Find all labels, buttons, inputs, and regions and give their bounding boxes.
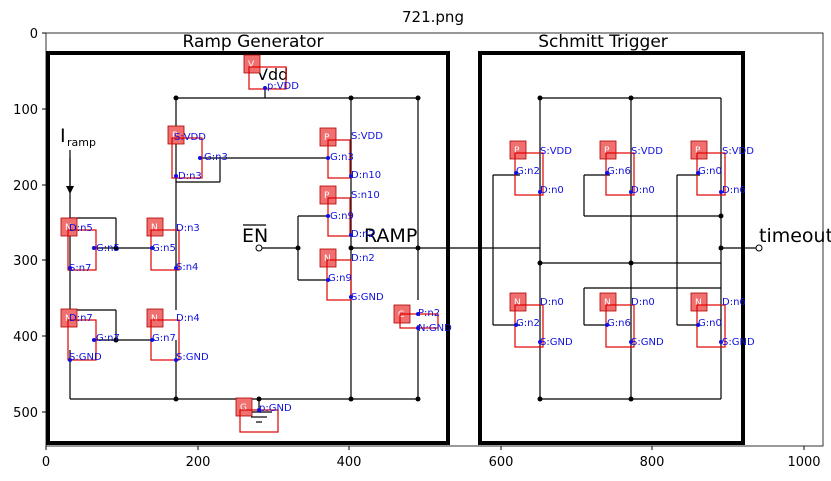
pin-label: D:n2 xyxy=(351,229,375,240)
x-axis: 0 200 400 600 800 1000 xyxy=(42,446,821,470)
component-tag: P xyxy=(172,131,178,141)
component-tag: N xyxy=(324,254,331,264)
pin-label: S:VDD xyxy=(631,146,663,157)
y-axis: 0 100 200 300 400 500 xyxy=(13,27,46,421)
pin-label: S:GND xyxy=(69,352,102,363)
timeout-terminal xyxy=(755,244,763,252)
pin-label: S:n10 xyxy=(351,190,380,201)
pin-label: S:GND xyxy=(176,352,209,363)
component-tag: N xyxy=(151,314,158,324)
pin-label: G:n5 xyxy=(96,243,120,254)
component-tag: C xyxy=(398,310,404,320)
component-tag: N xyxy=(151,223,158,233)
pin-label: D:n7 xyxy=(69,313,93,324)
pin-label: G:n0 xyxy=(698,318,722,329)
pin-label: D:n6 xyxy=(722,185,746,196)
ramp-label: RAMP xyxy=(364,225,417,247)
y-tick-label: 200 xyxy=(13,179,38,194)
pin-label: G:n5 xyxy=(152,243,176,254)
component-tag: N xyxy=(514,298,521,308)
pin-label: D:n3 xyxy=(178,171,202,182)
x-tick-label: 1000 xyxy=(787,455,820,470)
vdd-label: Vdd xyxy=(257,65,288,84)
pin-label: G:n0 xyxy=(698,166,722,177)
x-tick-label: 0 xyxy=(42,455,50,470)
pin-label: p:VDD xyxy=(267,81,299,92)
pin-label: D:n0 xyxy=(631,185,655,196)
pin-label: D:n10 xyxy=(351,170,381,181)
ramp-generator-title: Ramp Generator xyxy=(183,32,324,52)
pin-label: S:n4 xyxy=(176,262,198,273)
pin-label: D:n4 xyxy=(176,313,200,324)
pin-label: S:VDD xyxy=(722,146,754,157)
junction-dots xyxy=(113,95,724,402)
iramp-label: I xyxy=(60,125,66,147)
component-tag: N xyxy=(65,314,72,324)
component-tag: P xyxy=(324,133,330,143)
pin-label: D:n0 xyxy=(540,297,564,308)
pin-label: S:GND xyxy=(631,337,664,348)
component-tag: N xyxy=(604,298,611,308)
en-terminal xyxy=(255,244,263,252)
pin-label: S:GND xyxy=(540,337,573,348)
pin-label: D:n0 xyxy=(540,185,564,196)
pin-label: G:n3 xyxy=(330,152,354,163)
pin-label: P:n2 xyxy=(418,308,440,319)
figure-title: 721.png xyxy=(402,8,464,26)
pin-label: p:GND xyxy=(259,403,292,414)
component-tag: P xyxy=(324,191,330,201)
component-annotations: V p:VDD P S:VDD G:n3 D:n3 P S:VDD G:n3 D… xyxy=(60,54,755,433)
component-tag: N xyxy=(65,223,72,233)
component-tag: V xyxy=(248,60,255,70)
y-tick-label: 100 xyxy=(13,103,38,118)
iramp-subscript: ramp xyxy=(67,136,96,149)
pin-label: S:VDD xyxy=(174,132,206,143)
pin-label: G:n2 xyxy=(516,318,540,329)
schmitt-trigger-title: Schmitt Trigger xyxy=(538,32,668,52)
component-tag: P xyxy=(604,146,610,156)
pin-label: G:n3 xyxy=(204,152,228,163)
y-tick-label: 400 xyxy=(13,330,38,345)
x-tick-label: 800 xyxy=(640,455,665,470)
pin-label: G:n6 xyxy=(607,166,631,177)
x-tick-label: 200 xyxy=(186,455,211,470)
pin-label: D:n3 xyxy=(176,223,200,234)
x-tick-label: 400 xyxy=(337,455,362,470)
plot-frame xyxy=(45,32,824,447)
component-tag: P xyxy=(695,146,701,156)
pin-label: S:VDD xyxy=(540,146,572,157)
pin-label: S:VDD xyxy=(351,131,383,142)
pin-label: G:n7 xyxy=(152,333,176,344)
y-tick-label: 300 xyxy=(13,254,38,269)
pin-label: D:n0 xyxy=(631,297,655,308)
pin-label: S:GND xyxy=(722,337,755,348)
y-tick-label: 0 xyxy=(30,27,38,42)
pin-label: S:GND xyxy=(351,292,384,303)
pin-label: G:n6 xyxy=(607,318,631,329)
component-tag: N xyxy=(695,298,702,308)
en-label: EN xyxy=(242,225,268,247)
x-tick-label: 600 xyxy=(489,455,514,470)
pin-label: D:n5 xyxy=(69,223,93,234)
pin-label: S:n7 xyxy=(69,263,91,274)
pin-label: G:n2 xyxy=(516,166,540,177)
pin-label: D:n2 xyxy=(351,253,375,264)
pin-label: N:GND xyxy=(418,323,452,334)
component-tag: G xyxy=(240,403,247,413)
pin-label: G:n9 xyxy=(328,273,352,284)
timeout-label: timeout xyxy=(759,225,831,247)
y-tick-label: 500 xyxy=(13,406,38,421)
component-tag: P xyxy=(514,146,520,156)
pin-label: G:n7 xyxy=(96,333,120,344)
pin-label: G:n9 xyxy=(330,211,354,222)
pin-label: D:n6 xyxy=(722,297,746,308)
iramp-arrow-icon xyxy=(66,186,74,194)
